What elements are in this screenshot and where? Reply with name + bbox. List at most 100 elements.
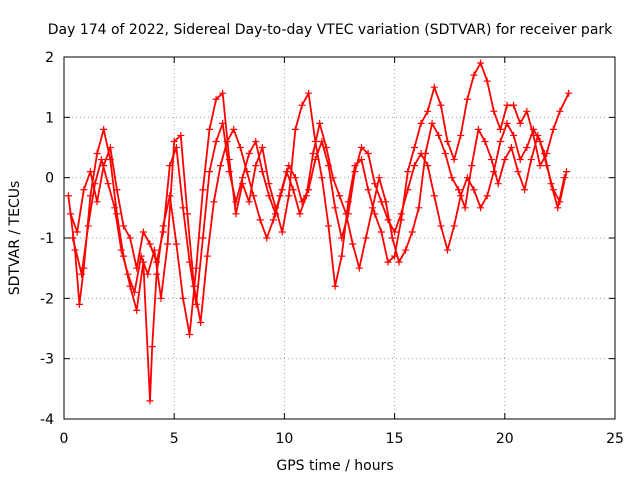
data-point [514, 168, 522, 176]
y-tick-label: 1 [45, 110, 54, 126]
x-tick-label: 20 [496, 431, 514, 447]
data-point [331, 204, 339, 212]
data-point [540, 150, 548, 158]
data-point [93, 198, 101, 206]
data-point [382, 198, 390, 206]
data-point [203, 252, 211, 260]
data-point [265, 192, 273, 200]
data-point [507, 144, 515, 151]
x-tick-label: 15 [386, 431, 404, 447]
data-point [377, 228, 385, 236]
data-point [441, 150, 449, 158]
data-point [291, 125, 299, 133]
x-tick-label: 0 [60, 431, 69, 447]
data-point [450, 222, 458, 230]
data-point [470, 71, 478, 79]
data-point [565, 89, 573, 97]
data-point [527, 156, 535, 164]
data-point [236, 144, 244, 151]
data-point [302, 192, 310, 200]
data-point [404, 168, 412, 176]
series-trace [67, 62, 570, 402]
data-point [488, 156, 496, 164]
data-point [529, 125, 537, 133]
data-point [73, 228, 81, 236]
data-point [477, 204, 485, 212]
data-point [298, 101, 306, 109]
data-point [150, 246, 158, 254]
data-point [111, 204, 119, 212]
data-point [192, 264, 200, 272]
x-axis-label: GPS time / hours [276, 458, 393, 474]
data-point [496, 125, 504, 133]
data-point [190, 282, 198, 290]
data-point [362, 234, 370, 242]
data-point [329, 174, 337, 182]
data-point [157, 294, 165, 302]
data-point [296, 210, 304, 218]
data-point [239, 174, 247, 182]
y-tick-label: -2 [40, 291, 54, 307]
data-point [316, 119, 324, 127]
data-point [516, 156, 524, 164]
data-point [351, 168, 359, 176]
data-point [428, 119, 436, 127]
data-point [104, 180, 112, 188]
data-point [245, 150, 253, 158]
data-point [355, 264, 363, 272]
data-point [219, 89, 227, 97]
data-point [510, 131, 518, 139]
data-point [120, 222, 128, 230]
data-point [417, 119, 425, 127]
data-point [285, 162, 293, 170]
data-point [470, 186, 478, 194]
data-point [212, 95, 220, 103]
y-tick-label: -3 [40, 352, 54, 368]
data-point [179, 204, 187, 212]
data-point [179, 294, 187, 302]
data-point [349, 240, 357, 248]
data-point [554, 204, 562, 212]
axis-ticks: 0 5 10 15 20 25 -4 -3 -2 -1 0 1 2 [40, 50, 624, 447]
data-point [461, 204, 469, 212]
data-point [230, 125, 238, 133]
data-point [126, 234, 134, 242]
data-point [463, 95, 471, 103]
data-point [225, 168, 233, 176]
data-point [219, 119, 227, 127]
data-point [324, 222, 332, 230]
data-point [177, 131, 185, 139]
data-point [91, 180, 99, 188]
data-point [69, 234, 77, 242]
data-point [421, 150, 429, 158]
data-point [205, 168, 213, 176]
data-point [263, 234, 271, 242]
data-point [285, 192, 293, 200]
data-point [521, 186, 529, 194]
data-point [265, 180, 273, 188]
data-point [170, 137, 178, 145]
data-point [252, 137, 260, 145]
data-point [483, 77, 491, 85]
data-point [468, 162, 476, 170]
data-point [338, 252, 346, 260]
data-point [146, 397, 154, 405]
data-point [199, 234, 207, 242]
data-point [305, 186, 313, 194]
data-point [494, 180, 502, 188]
y-axis-label: SDTVAR / TECUs [7, 181, 23, 296]
data-point [144, 270, 152, 278]
data-point [210, 198, 218, 206]
data-point [75, 300, 83, 308]
data-point [477, 59, 485, 67]
data-point [391, 228, 399, 236]
data-point [86, 168, 94, 176]
data-point [437, 222, 445, 230]
data-point [483, 192, 491, 200]
chart-title: Day 174 of 2022, Sidereal Day-to-day VTE… [48, 22, 613, 38]
data-point [137, 252, 145, 260]
data-point [309, 150, 317, 158]
y-tick-label: -1 [40, 231, 54, 247]
data-point [80, 186, 88, 194]
data-point [448, 174, 456, 182]
